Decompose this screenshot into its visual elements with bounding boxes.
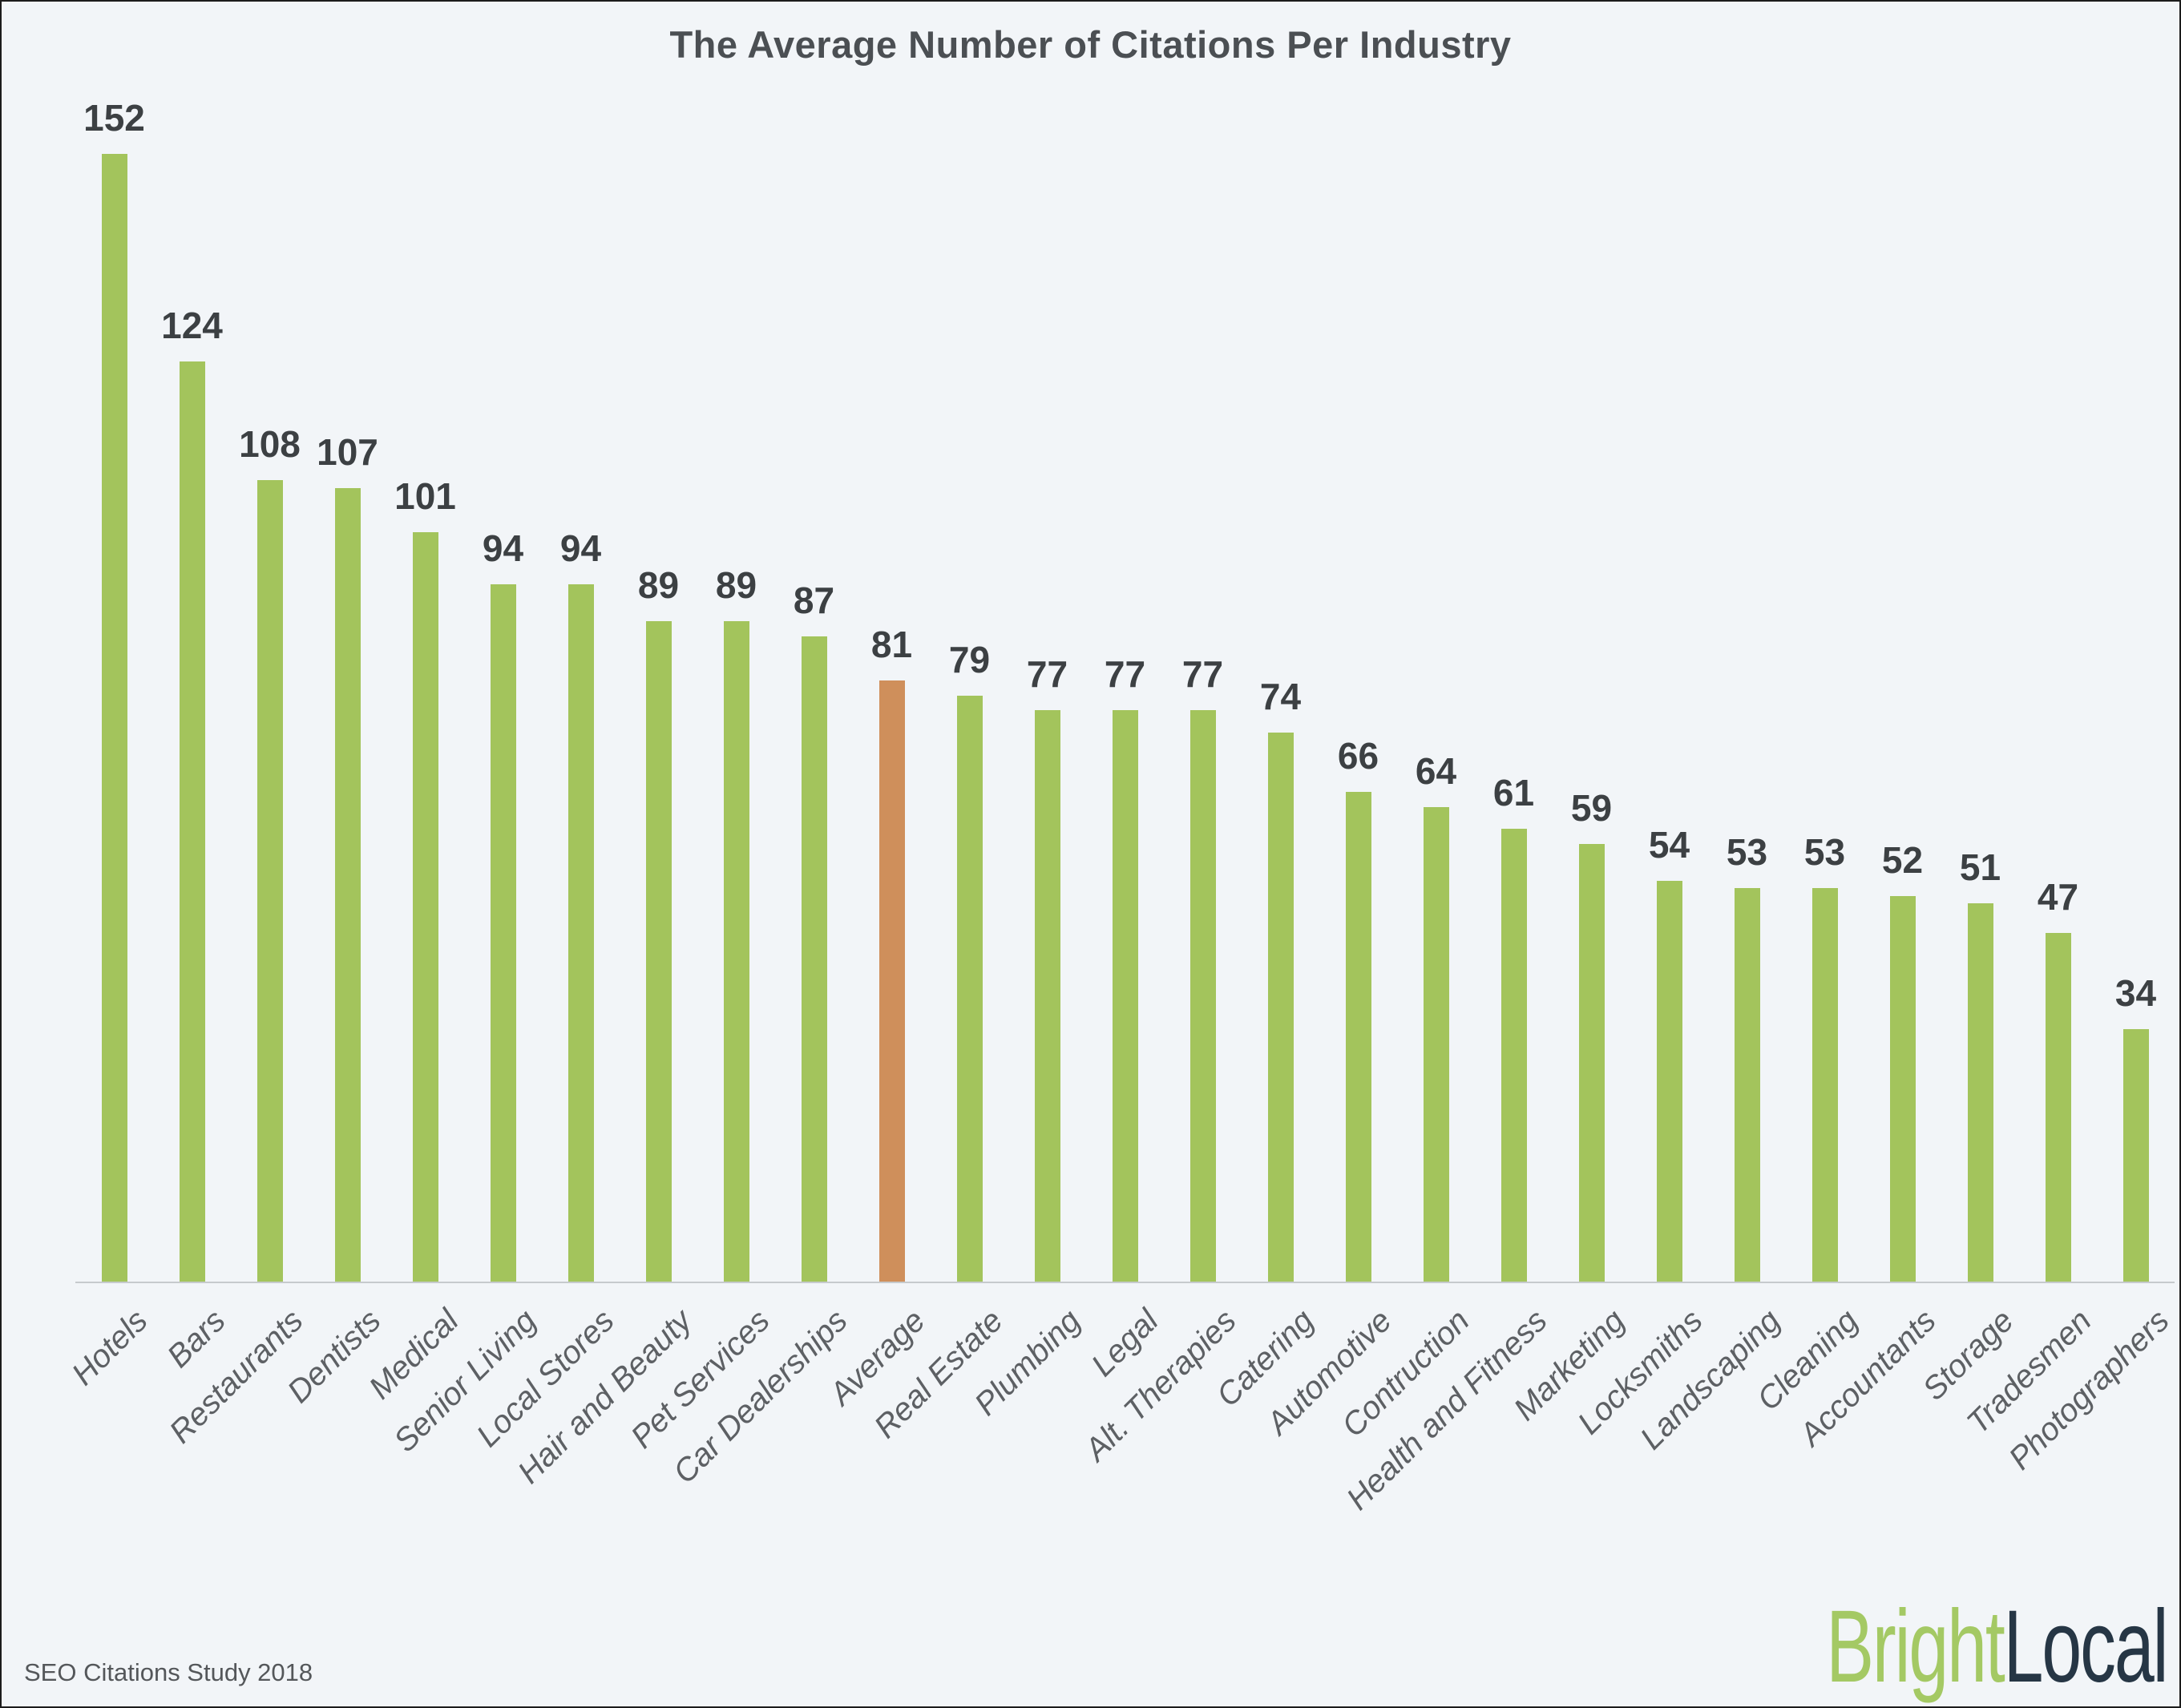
- bar: [256, 480, 283, 1282]
- bar: [1189, 710, 1216, 1282]
- bar-value-label: 74: [1259, 676, 1302, 717]
- bar: [1578, 844, 1605, 1282]
- bar-value-label: 53: [1803, 831, 1846, 873]
- x-axis-label: Hotels: [64, 1302, 155, 1392]
- logo-local-text: Local: [2003, 1589, 2168, 1704]
- bar: [179, 361, 205, 1282]
- bar: [567, 584, 594, 1282]
- bar: [1112, 710, 1138, 1282]
- bar: [1267, 733, 1294, 1282]
- bar-value-label: 81: [870, 624, 913, 665]
- bar-average: [878, 680, 905, 1282]
- bar-value-label: 47: [2037, 876, 2079, 918]
- bar-value-label: 51: [1959, 846, 2001, 888]
- bar: [1967, 903, 1993, 1282]
- source-note: SEO Citations Study 2018: [24, 1658, 313, 1686]
- bar: [2045, 933, 2071, 1282]
- bar-value-label: 107: [317, 431, 378, 473]
- bar-value-label: 54: [1648, 824, 1690, 866]
- brightlocal-logo: BrightLocal: [1826, 1596, 2168, 1698]
- bar-value-label: 52: [1881, 839, 1924, 881]
- bar-value-label: 87: [793, 579, 835, 621]
- bar-value-label: 64: [1415, 750, 1457, 792]
- bar-value-label: 77: [1181, 653, 1224, 695]
- bar: [412, 532, 438, 1282]
- plot-area: 152 124 108 107 101 94 94 89 89 87 81 79 77 77 77 74 66 6…: [75, 2, 2175, 1283]
- x-axis-label: Bars: [160, 1302, 232, 1375]
- bar: [1034, 710, 1060, 1282]
- bar-value-label: 124: [161, 305, 223, 346]
- bar-value-label: 77: [1104, 653, 1146, 695]
- bar: [1500, 829, 1527, 1282]
- bar-value-label: 101: [394, 475, 456, 517]
- bar: [1811, 888, 1838, 1282]
- bar: [1423, 807, 1449, 1282]
- bar: [1889, 896, 1916, 1282]
- bar: [645, 621, 672, 1282]
- bar: [1734, 888, 1760, 1282]
- bar: [723, 621, 749, 1282]
- bar-value-label: 79: [948, 639, 991, 680]
- bar-value-label: 77: [1026, 653, 1068, 695]
- bar-value-label: 34: [2114, 972, 2157, 1014]
- bar: [2122, 1029, 2149, 1282]
- bar: [101, 154, 127, 1282]
- bar-value-label: 59: [1570, 787, 1613, 829]
- chart-title: The Average Number of Citations Per Indu…: [669, 23, 1512, 66]
- bar: [1345, 792, 1371, 1282]
- bar-value-label: 89: [637, 564, 680, 606]
- bar-value-label: 53: [1726, 831, 1768, 873]
- bar-value-label: 152: [83, 97, 145, 139]
- logo-bright-text: Bright: [1825, 1589, 2005, 1704]
- bar: [490, 584, 516, 1282]
- bar: [1656, 881, 1682, 1282]
- bar-value-label: 61: [1492, 772, 1535, 814]
- bar-value-label: 94: [482, 527, 524, 569]
- bar-value-label: 66: [1337, 735, 1379, 777]
- bar-value-label: 108: [239, 423, 301, 465]
- bar-value-label: 94: [559, 527, 602, 569]
- bar: [801, 636, 827, 1282]
- bar: [956, 696, 983, 1282]
- bar-value-label: 89: [715, 564, 757, 606]
- bar: [334, 488, 361, 1282]
